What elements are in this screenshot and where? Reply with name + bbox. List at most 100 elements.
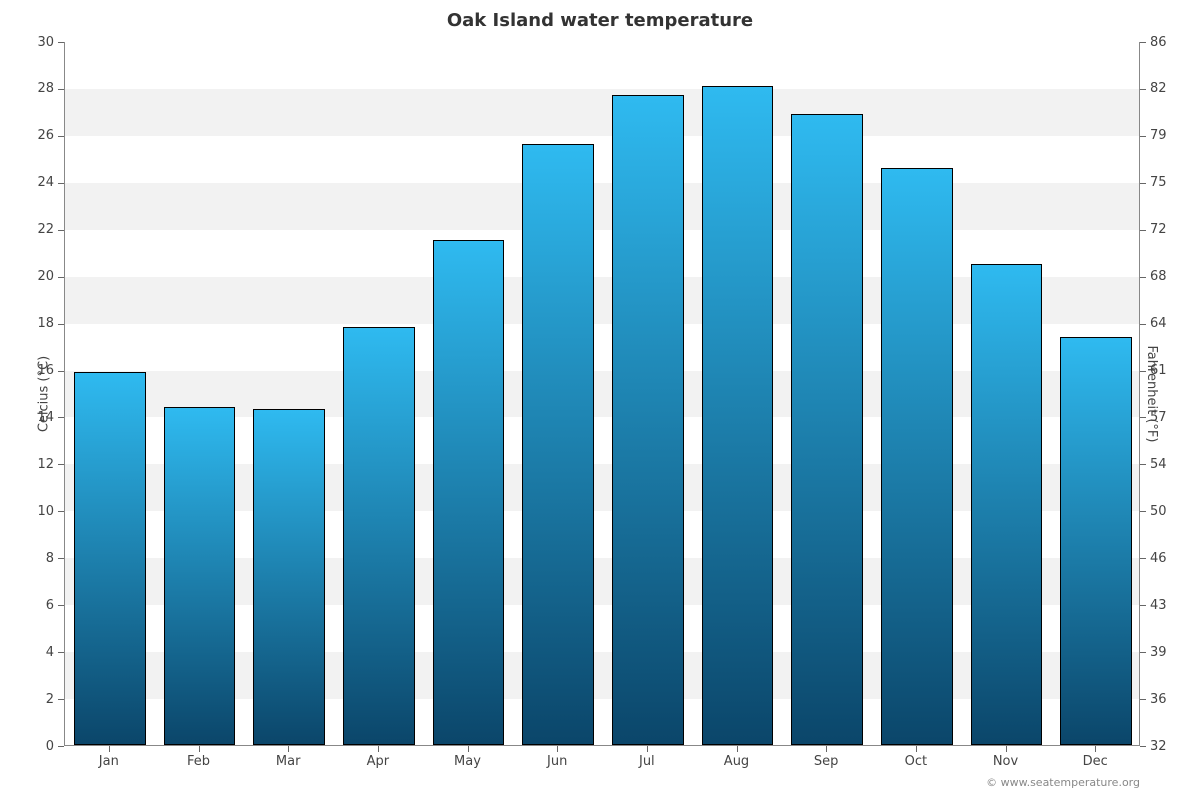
ytick-left-label: 28 [37,81,54,96]
ytick-left-label: 10 [37,504,54,519]
ytick-left-mark [58,417,64,418]
ytick-left-mark [58,324,64,325]
bar-feb [164,407,236,745]
ytick-right-mark [1140,652,1146,653]
xtick-label: Jul [639,754,655,769]
ytick-left-label: 0 [46,739,54,754]
ytick-right-mark [1140,42,1146,43]
ytick-right-mark [1140,605,1146,606]
xtick-label: Nov [993,754,1018,769]
xtick-label: Mar [276,754,301,769]
xtick-mark [1095,746,1096,752]
ytick-right-label: 57 [1150,410,1167,425]
ytick-left-label: 16 [37,363,54,378]
bar-sep [791,114,863,745]
ytick-right-mark [1140,699,1146,700]
ytick-left-label: 12 [37,457,54,472]
ytick-right-mark [1140,746,1146,747]
ytick-right-label: 75 [1150,175,1167,190]
ytick-right-label: 54 [1150,457,1167,472]
ytick-left-label: 24 [37,175,54,190]
ytick-left-label: 2 [46,692,54,707]
grid-band [65,89,1139,136]
xtick-mark [557,746,558,752]
ytick-right-label: 61 [1150,363,1167,378]
ytick-right-label: 46 [1150,551,1167,566]
ytick-right-label: 68 [1150,269,1167,284]
ytick-right-mark [1140,324,1146,325]
xtick-mark [199,746,200,752]
grid-band [65,183,1139,230]
ytick-left-label: 4 [46,645,54,660]
chart-credit: © www.seatemperature.org [986,776,1140,789]
xtick-label: May [454,754,481,769]
bar-may [433,240,505,745]
bar-aug [702,86,774,745]
ytick-right-mark [1140,89,1146,90]
ytick-left-mark [58,652,64,653]
ytick-left-mark [58,136,64,137]
ytick-right-mark [1140,558,1146,559]
water-temperature-chart: Oak Island water temperature Celcius (°C… [0,0,1200,800]
xtick-label: Dec [1083,754,1108,769]
xtick-mark [109,746,110,752]
ytick-right-label: 79 [1150,128,1167,143]
ytick-left-mark [58,511,64,512]
ytick-left-label: 6 [46,598,54,613]
ytick-right-mark [1140,230,1146,231]
xtick-mark [288,746,289,752]
ytick-right-mark [1140,464,1146,465]
ytick-left-label: 18 [37,316,54,331]
chart-title: Oak Island water temperature [0,10,1200,31]
ytick-left-label: 26 [37,128,54,143]
ytick-left-mark [58,230,64,231]
bar-nov [971,264,1043,745]
ytick-left-mark [58,183,64,184]
xtick-mark [737,746,738,752]
ytick-left-mark [58,89,64,90]
xtick-label: Jun [547,754,567,769]
ytick-right-label: 86 [1150,35,1167,50]
xtick-mark [468,746,469,752]
ytick-right-mark [1140,417,1146,418]
ytick-right-mark [1140,511,1146,512]
ytick-right-label: 50 [1150,504,1167,519]
xtick-mark [1006,746,1007,752]
ytick-right-label: 64 [1150,316,1167,331]
bar-apr [343,327,415,745]
ytick-right-mark [1140,183,1146,184]
bar-oct [881,168,953,745]
xtick-label: Jan [99,754,119,769]
xtick-mark [647,746,648,752]
ytick-left-mark [58,746,64,747]
ytick-left-mark [58,699,64,700]
xtick-label: Sep [814,754,839,769]
ytick-right-label: 36 [1150,692,1167,707]
ytick-right-label: 32 [1150,739,1167,754]
ytick-right-label: 82 [1150,81,1167,96]
ytick-right-mark [1140,277,1146,278]
xtick-label: Apr [367,754,390,769]
y-axis-right-label: Fahrenheit (°F) [1144,346,1159,443]
ytick-right-label: 39 [1150,645,1167,660]
ytick-left-label: 8 [46,551,54,566]
plot-area [64,42,1140,746]
bar-dec [1060,337,1132,745]
xtick-label: Feb [187,754,210,769]
ytick-left-label: 14 [37,410,54,425]
ytick-left-label: 22 [37,222,54,237]
ytick-left-mark [58,558,64,559]
bar-jan [74,372,146,745]
xtick-mark [826,746,827,752]
xtick-label: Oct [905,754,927,769]
ytick-left-label: 20 [37,269,54,284]
ytick-right-label: 72 [1150,222,1167,237]
ytick-left-mark [58,464,64,465]
ytick-left-mark [58,371,64,372]
bar-mar [253,409,325,745]
bar-jul [612,95,684,745]
bar-jun [522,144,594,745]
ytick-left-mark [58,277,64,278]
ytick-left-mark [58,605,64,606]
ytick-right-mark [1140,371,1146,372]
